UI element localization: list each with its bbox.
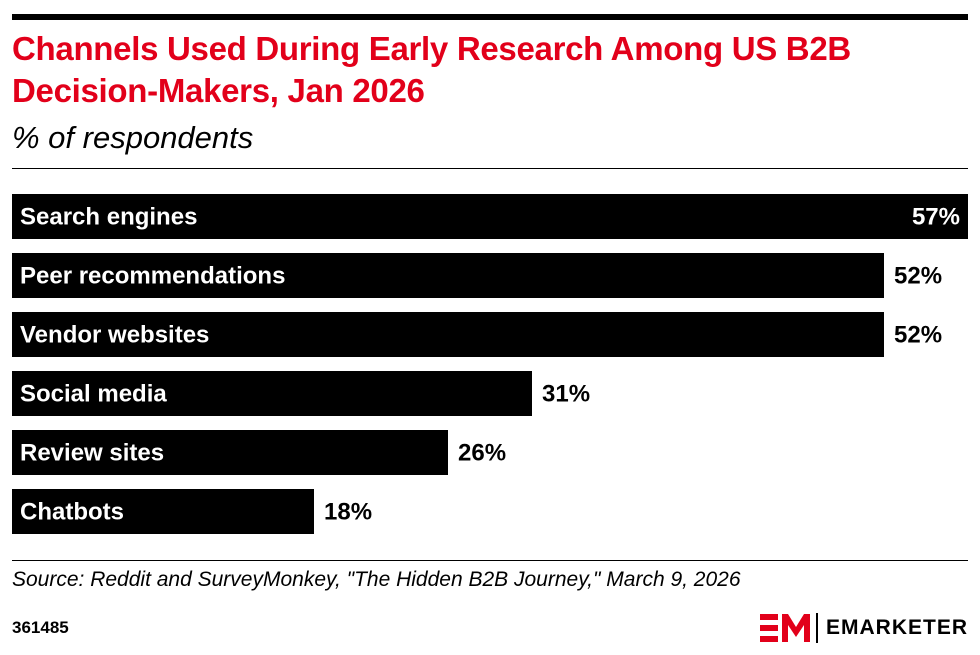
bar-0 (12, 194, 968, 239)
em-logo-mark (759, 614, 810, 642)
category-label: Chatbots (20, 499, 124, 526)
value-label: 18% (324, 499, 372, 526)
bar-3 (12, 371, 532, 416)
chart-id: 361485 (12, 618, 69, 637)
category-label: Peer recommendations (20, 263, 285, 290)
logo-divider (815, 613, 818, 643)
value-label: 26% (458, 440, 506, 467)
value-label: 31% (542, 381, 590, 408)
brand-name: EMARKETER (825, 616, 968, 639)
category-label: Search engines (20, 204, 197, 231)
bar-1 (12, 253, 884, 298)
source-note: Source: Reddit and SurveyMonkey, "The Hi… (12, 568, 741, 591)
chart-title: Channels Used During Early Research Amon… (12, 30, 851, 109)
chart-subtitle: % of respondents (12, 120, 254, 155)
bar-5 (12, 489, 314, 534)
footer-divider (12, 560, 968, 561)
top-rule (12, 14, 968, 20)
value-label: 52% (894, 263, 942, 290)
bar-chart: Search engines 57% Peer recommendations 52%… (12, 194, 968, 534)
value-label: 52% (894, 322, 942, 349)
emarketer-logo: EMARKETER (759, 611, 968, 645)
category-label: Vendor websites (20, 322, 209, 349)
category-label: Social media (20, 381, 167, 408)
value-label: 57% (912, 204, 960, 231)
bar-2 (12, 312, 884, 357)
bar-4 (12, 430, 448, 475)
category-label: Review sites (20, 440, 164, 467)
header-divider (12, 168, 968, 169)
